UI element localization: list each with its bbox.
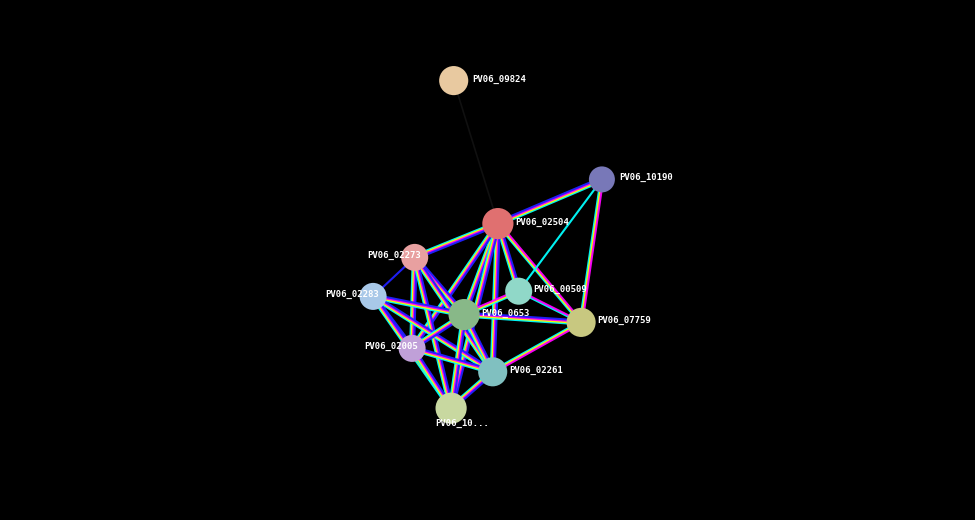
Circle shape xyxy=(566,308,596,337)
Circle shape xyxy=(478,357,507,386)
Text: PV06_10190: PV06_10190 xyxy=(619,173,673,183)
Text: PV06_10...: PV06_10... xyxy=(436,419,489,428)
Circle shape xyxy=(439,66,468,95)
Text: PV06_09824: PV06_09824 xyxy=(472,74,526,84)
Circle shape xyxy=(448,299,480,330)
Text: PV06_0653: PV06_0653 xyxy=(482,308,529,318)
Circle shape xyxy=(360,283,387,310)
Text: PV06_02273: PV06_02273 xyxy=(367,251,420,261)
Circle shape xyxy=(483,208,514,239)
Circle shape xyxy=(401,244,428,271)
Circle shape xyxy=(589,166,615,192)
Circle shape xyxy=(505,278,532,305)
Text: PV06_02504: PV06_02504 xyxy=(515,217,568,227)
Circle shape xyxy=(436,393,467,424)
Text: PV06_02283: PV06_02283 xyxy=(326,290,379,300)
Text: PV06_00509: PV06_00509 xyxy=(533,285,587,294)
Text: PV06_02261: PV06_02261 xyxy=(509,366,564,375)
Circle shape xyxy=(399,335,426,362)
Text: PV06_07759: PV06_07759 xyxy=(598,316,651,326)
Text: PV06_02005: PV06_02005 xyxy=(365,342,418,352)
